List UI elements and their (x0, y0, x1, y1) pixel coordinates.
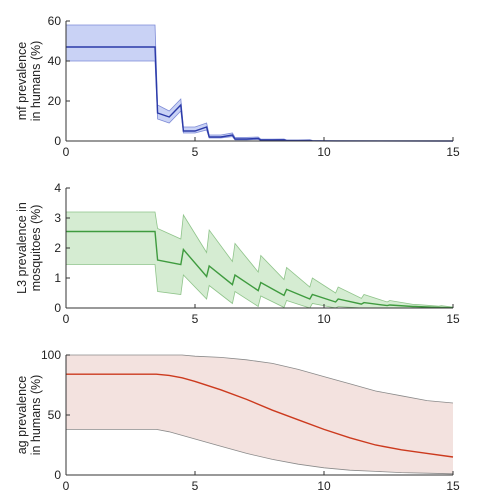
y-tick-label: 1 (54, 271, 61, 285)
y-tick-label: 60 (48, 14, 62, 28)
x-tick-label: 5 (192, 145, 199, 159)
y-tick-label: 0 (54, 134, 61, 148)
x-tick-label: 0 (63, 479, 70, 493)
confidence-band (66, 25, 453, 141)
y-tick-label: 100 (41, 348, 61, 362)
band-upper-edge (66, 354, 454, 404)
band-lower-edge (66, 428, 454, 475)
y-tick-label: 0 (54, 301, 61, 315)
panel-3: 0 5 10 15 0 50 100 ag prevalencein humans (%) (15, 348, 460, 493)
y-tick-label: 50 (48, 408, 62, 422)
y-tick-label: 40 (48, 54, 62, 68)
x-tick-label: 15 (446, 479, 460, 493)
x-tick-label: 10 (317, 312, 331, 326)
y-axis-title-line: in humans (%) (29, 41, 43, 122)
x-tick-label: 5 (192, 479, 199, 493)
y-tick-label: 2 (54, 241, 61, 255)
x-tick-label: 0 (63, 145, 70, 159)
y-axis-title-line: ag prevalence (15, 376, 29, 455)
y-tick-label: 3 (54, 211, 61, 225)
y-axis-title: ag prevalencein humans (%) (15, 375, 43, 456)
x-tick-label: 15 (446, 145, 460, 159)
confidence-band (66, 355, 453, 474)
band-lower-edge (66, 60, 453, 142)
band-upper-edge (66, 211, 454, 308)
panel-2: 0 5 10 15 0 1 2 3 4 L3 prevalence inmosquitoes (%… (15, 181, 460, 326)
y-tick-label: 20 (48, 94, 62, 108)
x-tick-label: 5 (192, 312, 199, 326)
y-tick-label: 0 (54, 468, 61, 482)
x-tick-label: 0 (63, 312, 70, 326)
confidence-band (66, 212, 453, 308)
y-tick-label: 4 (54, 181, 61, 195)
y-axis-title-line: L3 prevalence in (15, 202, 29, 294)
x-tick-label: 15 (446, 312, 460, 326)
y-axis-title-line: mf prevalence (15, 42, 29, 121)
y-axis-title-line: mosquitoes (%) (29, 205, 43, 292)
y-axis-title: mf prevalencein humans (%) (15, 41, 43, 122)
x-tick-label: 10 (317, 145, 331, 159)
x-tick-label: 10 (317, 479, 331, 493)
panel-1: 0 5 10 15 0 20 40 60 mf prevalencein humans (%) (15, 14, 460, 159)
mean-line (66, 230, 454, 309)
y-axis-title: L3 prevalence inmosquitoes (%) (15, 202, 43, 294)
mean-line (66, 373, 454, 458)
y-axis-title-line: in humans (%) (29, 375, 43, 456)
